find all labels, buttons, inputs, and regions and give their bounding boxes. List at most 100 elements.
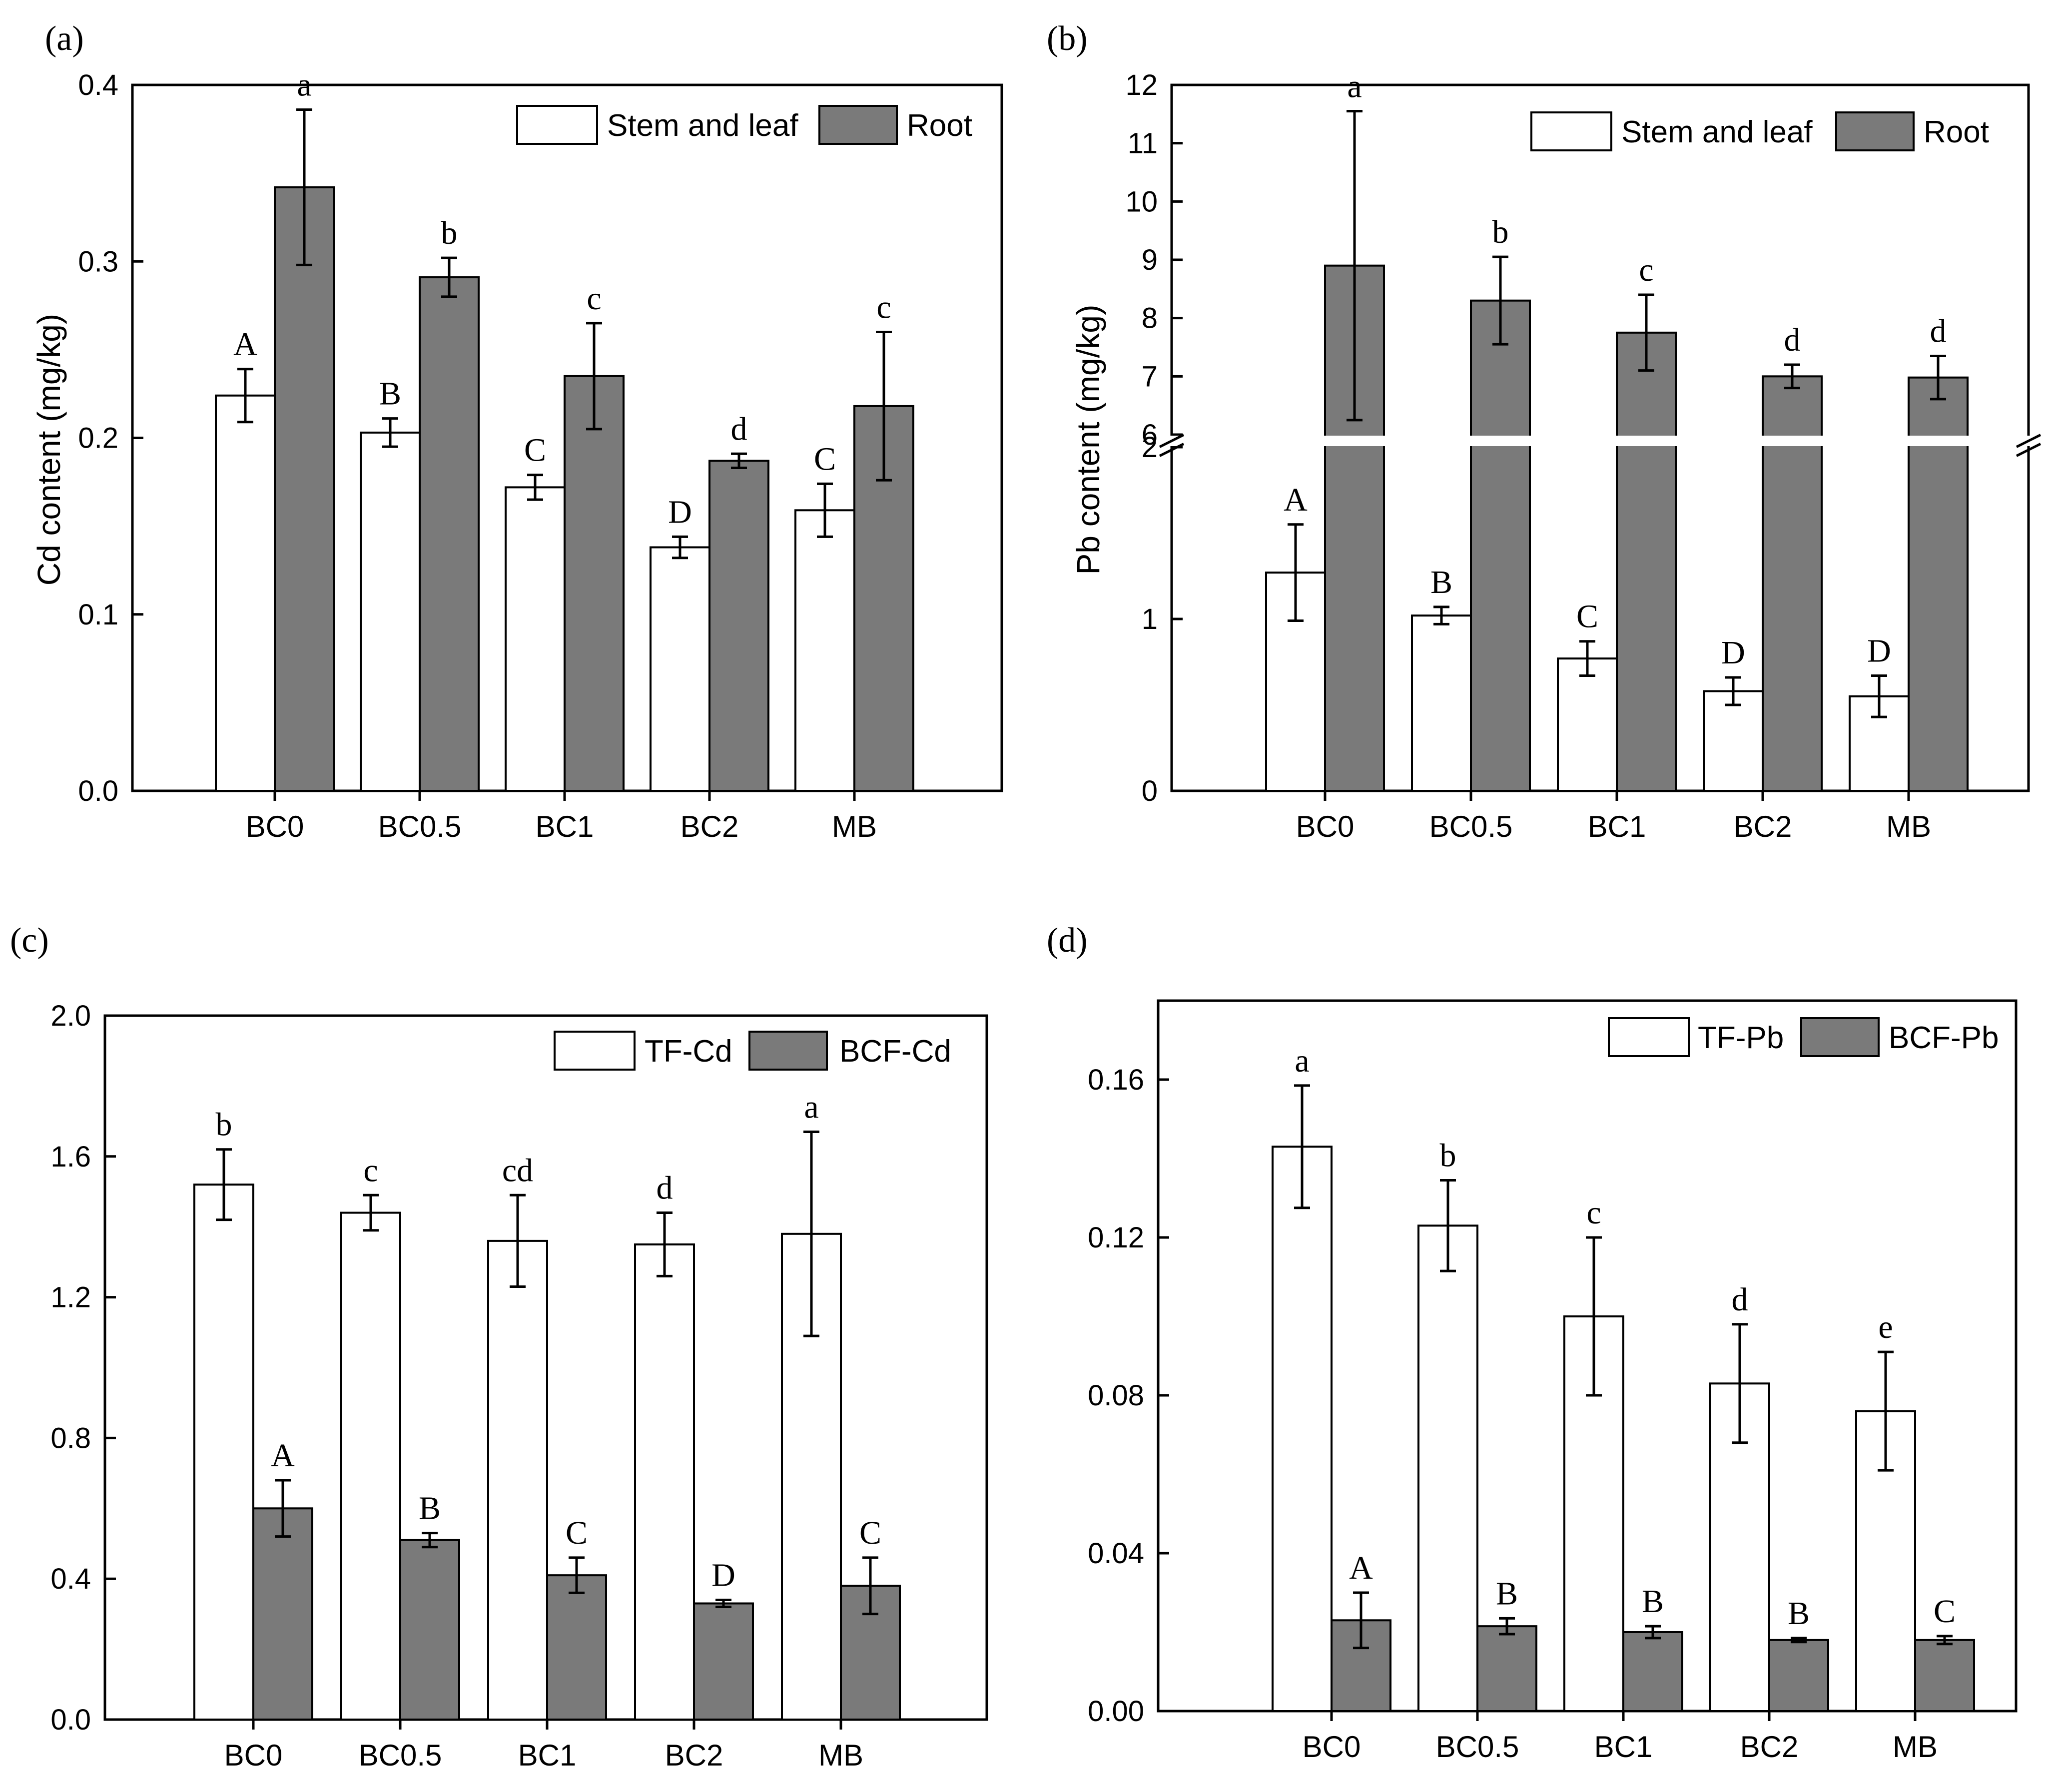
x-tick-label: BC0 (1303, 1730, 1361, 1764)
x-tick-label: BC0.5 (1436, 1730, 1519, 1764)
y-tick-label: 0.1 (78, 598, 118, 631)
bar-stem-and-leaf-bc0 (215, 394, 276, 792)
bar-tf-pb-bc0-5 (1417, 1224, 1478, 1713)
significance-letter: e (1878, 1309, 1893, 1345)
significance-letter: B (1642, 1583, 1664, 1620)
legend-swatch-root (1835, 111, 1915, 151)
legend-label-root: Root (907, 108, 972, 143)
bar-stem-and-leaf-bc1 (505, 486, 566, 792)
significance-letter: a (804, 1089, 818, 1125)
bar-stem-and-leaf-bc2 (650, 546, 710, 792)
axis-break-gap (1157, 436, 2044, 446)
y-tick-label: 7 (1142, 360, 1158, 393)
significance-letter: c (1586, 1195, 1601, 1231)
legend-label-bcf-cd: BCF-Cd (839, 1034, 951, 1069)
significance-letter: A (1284, 482, 1308, 518)
panel-c: (c) 0.0 0.4 0.8 1.2 1.6 2.0 BC0 BC0.5 BC1 BC2 MB b c… (10, 921, 988, 1772)
axis-break-mark (1159, 434, 1185, 448)
y-tick-label: 0.04 (1088, 1537, 1144, 1570)
panel-d-plot: 0.00 0.04 0.08 0.12 0.16 BC0 BC0.5 BC1 BC2 MB a b c d… (1088, 999, 2018, 1764)
bar-tf-cd-bc2 (634, 1243, 695, 1721)
significance-letter: A (271, 1437, 295, 1474)
bar-bcf-pb-mb (1914, 1639, 1975, 1713)
bar-stem-and-leaf-mb (794, 509, 855, 792)
significance-letter: D (668, 494, 692, 530)
bar-tf-pb-bc1 (1563, 1315, 1624, 1712)
panel-b-ylabel: Pb content (mg/kg) (1070, 305, 1106, 575)
x-tick-label: MB (818, 1739, 863, 1772)
significance-letter: C (1934, 1593, 1956, 1630)
significance-letter: A (1349, 1550, 1373, 1586)
bar-stem-and-leaf-bc2 (1703, 690, 1764, 792)
significance-letter: B (1496, 1575, 1518, 1612)
significance-letter: C (566, 1515, 588, 1551)
x-tick-label: BC0.5 (1429, 810, 1513, 843)
y-tick-label: 0.08 (1088, 1379, 1144, 1412)
x-tick-label: BC1 (1588, 810, 1646, 843)
significance-letter: b (216, 1107, 232, 1143)
y-tick-label: 0.12 (1088, 1221, 1144, 1254)
bar-bcf-cd-bc0-5 (399, 1539, 460, 1721)
axis-break-mark (2016, 434, 2042, 448)
legend-swatch-stem-and-leaf (1530, 111, 1612, 151)
y-tick-label: 0.0 (78, 775, 118, 807)
significance-letter: c (1639, 252, 1653, 288)
x-tick-label: MB (832, 810, 877, 843)
y-tick-label: 0.0 (50, 1704, 91, 1736)
bar-tf-cd-bc0 (193, 1184, 254, 1721)
significance-letter: b (441, 215, 458, 251)
significance-letter: B (379, 376, 401, 412)
significance-letter: C (524, 432, 546, 469)
x-tick-label: BC2 (1740, 1730, 1799, 1764)
x-tick-label: BC2 (681, 810, 739, 843)
y-tick-label: 1.2 (50, 1281, 91, 1314)
x-tick-label: BC1 (1594, 1730, 1653, 1764)
significance-letter: c (876, 289, 891, 326)
x-tick-label: BC1 (536, 810, 594, 843)
legend-swatch-bcf-pb (1800, 1017, 1880, 1057)
y-tick-label: 10 (1125, 185, 1158, 218)
significance-letter: d (1732, 1281, 1748, 1318)
y-tick-label: 1 (1142, 603, 1158, 635)
legend-label-bcf-pb: BCF-Pb (1889, 1021, 1999, 1055)
x-tick-label: BC2 (665, 1739, 723, 1772)
bar-stem-and-leaf-bc0-5 (1411, 614, 1472, 792)
y-tick-label: 9 (1142, 244, 1158, 276)
bar-bcf-cd-bc1 (546, 1574, 607, 1721)
bar-bcf-cd-bc2 (693, 1602, 754, 1721)
significance-letter: D (711, 1557, 735, 1593)
y-tick-label: 6 (1142, 419, 1158, 451)
panel-a-ylabel: Cd content (mg/kg) (31, 314, 67, 586)
y-tick-label: 0.8 (50, 1422, 91, 1454)
x-tick-label: BC1 (518, 1739, 577, 1772)
significance-letter: C (1576, 598, 1598, 635)
x-tick-label: BC0.5 (378, 810, 462, 843)
y-tick-label: 0 (1142, 775, 1158, 807)
legend-label-stem-and-leaf: Stem and leaf (607, 108, 798, 143)
bar-tf-pb-bc0 (1272, 1146, 1333, 1712)
significance-letter: d (731, 411, 747, 447)
y-tick-label: 0.16 (1088, 1064, 1144, 1096)
significance-letter: B (1788, 1595, 1810, 1632)
legend-label-root: Root (1924, 115, 1989, 149)
significance-letter: B (1430, 564, 1452, 600)
significance-letter: b (1440, 1137, 1456, 1174)
bar-bcf-cd-bc0 (252, 1507, 313, 1721)
x-tick-label: BC2 (1734, 810, 1792, 843)
panel-d: (d) 0.00 0.04 0.08 0.12 0.16 BC0 BC0.5 BC1 BC2 MB… (1047, 921, 2018, 1764)
legend-label-tf-cd: TF-Cd (645, 1034, 732, 1069)
x-tick-label: BC0 (224, 1739, 283, 1772)
bar-stem-and-leaf-bc0-5 (360, 431, 421, 792)
significance-letter: a (1295, 1043, 1309, 1079)
significance-letter: d (1930, 313, 1947, 350)
legend-swatch-tf-cd (554, 1031, 636, 1071)
bar-bcf-pb-bc1 (1622, 1631, 1683, 1712)
panel-a: (a) 0.0 0.1 0.2 0.3 0.4 BC0 BC0.5 BC1 BC2 MB A B C D C… (31, 19, 1003, 843)
significance-letter: a (297, 66, 311, 103)
significance-letter: C (859, 1515, 881, 1551)
y-tick-label: 11 (1128, 127, 1158, 160)
significance-letter: d (1784, 322, 1801, 358)
bar-tf-cd-bc0-5 (340, 1211, 401, 1721)
x-tick-label: BC0 (1296, 810, 1355, 843)
